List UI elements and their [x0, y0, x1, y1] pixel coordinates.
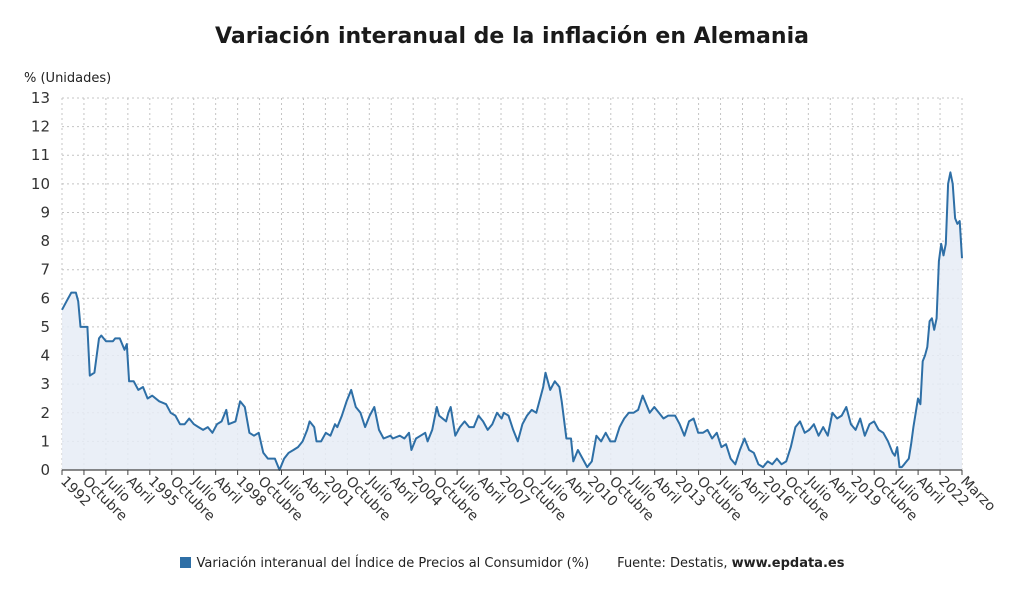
y-tick-label: 3 [40, 375, 50, 393]
series-line [61, 171, 963, 471]
y-tick-label: 2 [40, 404, 50, 422]
y-tick-label: 1 [40, 432, 50, 450]
y-axis-unit-label: % (Unidades) [24, 71, 112, 86]
y-tick-label: 6 [40, 289, 50, 307]
y-tick-label: 5 [40, 318, 50, 336]
legend: Variación interanual del Índice de Preci… [0, 556, 1024, 571]
y-tick-label: 7 [40, 261, 50, 279]
source-prefix: Fuente: Destatis, [617, 556, 732, 571]
y-tick-label: 9 [40, 203, 50, 221]
y-tick-label: 8 [40, 232, 50, 250]
y-tick-label: 10 [31, 175, 50, 193]
grid [61, 97, 963, 471]
series-area [62, 172, 962, 470]
legend-series-label: Variación interanual del Índice de Preci… [196, 556, 590, 571]
y-tick-label: 0 [40, 461, 50, 479]
chart-title: Variación interanual de la inflación en … [215, 24, 809, 49]
y-tick-label: 13 [31, 89, 50, 107]
legend-swatch [179, 557, 191, 568]
y-tick-label: 11 [31, 146, 50, 164]
x-axis-ticks: 1992OctubreJulioAbril1995OctubreJulioAbr… [57, 470, 998, 524]
y-tick-label: 12 [31, 118, 50, 136]
source-site: www.epdata.es [731, 556, 845, 571]
y-tick-label: 4 [40, 347, 50, 365]
